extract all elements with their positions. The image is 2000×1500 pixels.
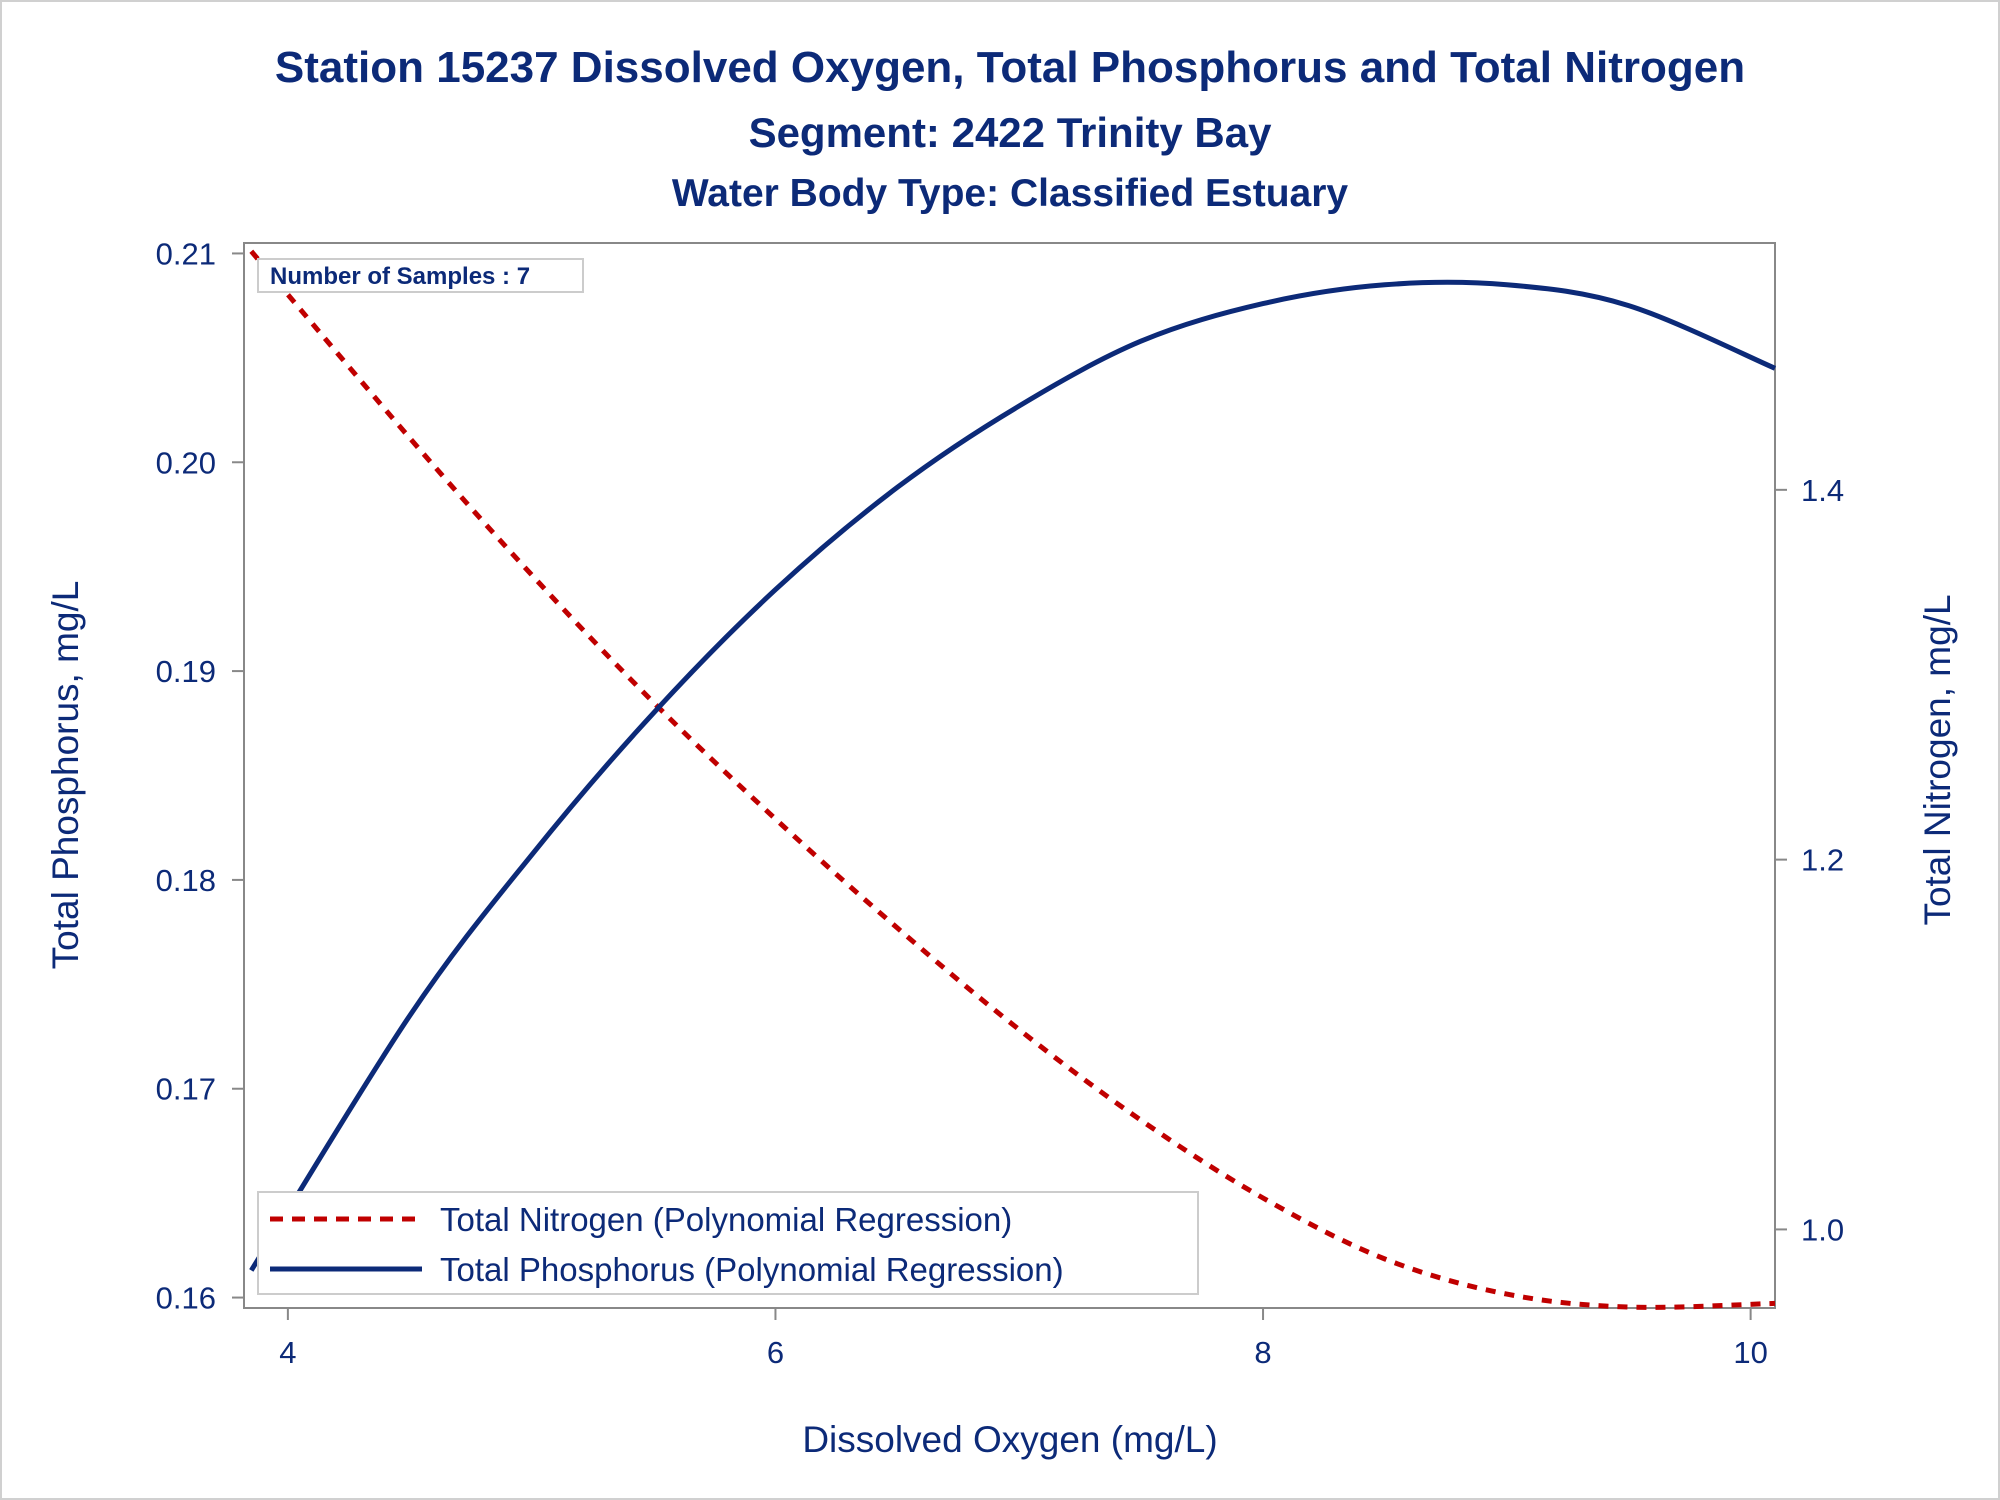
y-left-tick-label: 0.18 — [156, 863, 216, 898]
series-line-phosphorus — [249, 279, 1776, 1272]
x-tick-label: 4 — [279, 1335, 296, 1370]
plot-area — [243, 242, 1776, 1309]
legend-box — [257, 1191, 1199, 1295]
x-tick-label: 6 — [767, 1335, 784, 1370]
x-axis-label: Dissolved Oxygen (mg/L) — [802, 1419, 1217, 1460]
y-axis-right-label: Total Nitrogen, mg/L — [1917, 594, 1958, 925]
y-left-tick-label: 0.19 — [156, 654, 216, 689]
y-left-tick-label: 0.17 — [156, 1072, 216, 1107]
y-right-tick-label: 1.0 — [1801, 1212, 1844, 1247]
x-tick-label: 10 — [1733, 1335, 1767, 1370]
y-axis-left-label: Total Phosphorus, mg/L — [45, 581, 86, 970]
y-right-tick-label: 1.2 — [1801, 843, 1844, 878]
y-left-tick-label: 0.21 — [156, 236, 216, 271]
series-layer — [249, 249, 1776, 1310]
chart-subtitle-2: Water Body Type: Classified Estuary — [672, 172, 1348, 215]
chart-subtitle: Segment: 2422 Trinity Bay — [749, 109, 1273, 156]
sample-count-box — [257, 258, 584, 293]
x-tick-label: 8 — [1254, 1335, 1271, 1370]
y-left-tick-label: 0.20 — [156, 445, 216, 480]
legend: Total Nitrogen (Polynomial Regression) T… — [257, 1191, 1199, 1295]
legend-label-nitrogen: Total Nitrogen (Polynomial Regression) — [440, 1201, 1012, 1238]
legend-label-phosphorus: Total Phosphorus (Polynomial Regression) — [440, 1251, 1064, 1288]
y-right-tick-label: 1.4 — [1801, 473, 1844, 508]
sample-count-annotation: Number of Samples : 7 — [257, 258, 584, 293]
y-axis-left: 0.16 0.17 0.18 0.19 0.20 0.21 — [156, 236, 244, 1316]
x-axis: 4 6 8 10 — [279, 1308, 1768, 1370]
y-left-tick-label: 0.16 — [156, 1281, 216, 1316]
y-axis-right: 1.0 1.2 1.4 — [1775, 473, 1844, 1247]
chart-title: Station 15237 Dissolved Oxygen, Total Ph… — [275, 43, 1745, 92]
sample-count-text: Number of Samples : 7 — [270, 263, 530, 290]
